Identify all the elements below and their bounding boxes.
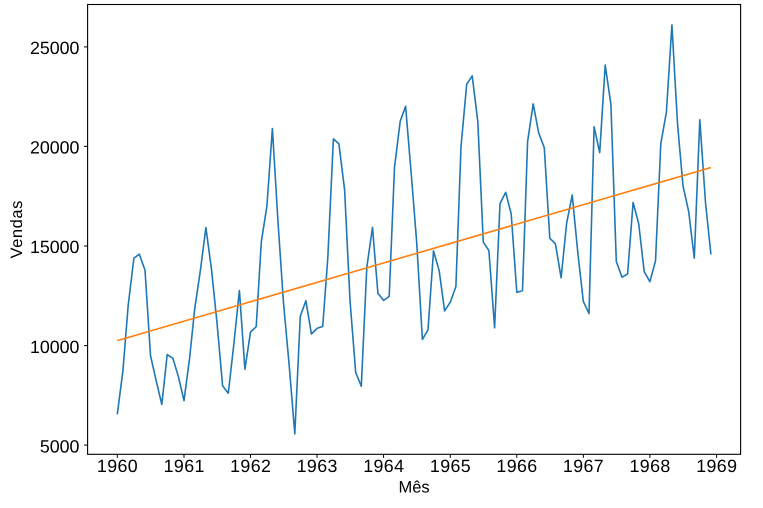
svg-text:1969: 1969	[696, 456, 737, 476]
svg-text:1961: 1961	[164, 456, 205, 476]
svg-text:1964: 1964	[363, 456, 404, 476]
svg-text:1965: 1965	[430, 456, 471, 476]
svg-text:1966: 1966	[496, 456, 537, 476]
svg-text:1968: 1968	[630, 456, 671, 476]
svg-text:5000: 5000	[40, 436, 80, 456]
svg-text:20000: 20000	[30, 138, 80, 158]
svg-text:15000: 15000	[30, 237, 80, 257]
svg-text:1962: 1962	[230, 456, 271, 476]
svg-text:Mês: Mês	[399, 479, 430, 497]
svg-text:Vendas: Vendas	[8, 200, 26, 258]
svg-text:10000: 10000	[30, 337, 80, 357]
svg-text:25000: 25000	[30, 38, 80, 58]
svg-text:1960: 1960	[97, 456, 138, 476]
svg-text:1963: 1963	[297, 456, 338, 476]
svg-text:1967: 1967	[563, 456, 604, 476]
